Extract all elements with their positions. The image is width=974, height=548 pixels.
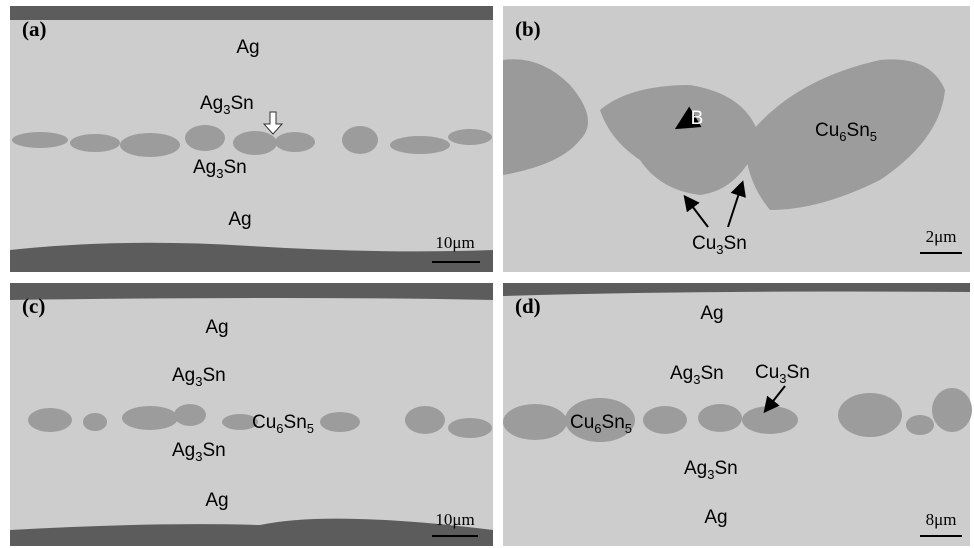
panel-d: (d) Ag Ag3Sn Cu3Sn Cu6Sn5 Ag3Sn Ag 8μm bbox=[503, 283, 972, 546]
text-part: Sn bbox=[724, 233, 747, 254]
text-part: B bbox=[691, 108, 704, 129]
text-part: 3 bbox=[195, 374, 202, 389]
text-part: Sn bbox=[847, 120, 870, 141]
text-part: Sn bbox=[602, 412, 625, 433]
text-part: Sn bbox=[714, 458, 737, 479]
text-part: Ag bbox=[228, 209, 251, 230]
annotation: Ag bbox=[236, 37, 259, 58]
annotation: Ag bbox=[205, 490, 228, 511]
panel-c: (c) Ag Ag3Sn Cu6Sn5 Ag3Sn Ag 10μm bbox=[10, 283, 493, 546]
text-part: Ag bbox=[193, 157, 216, 178]
text-part: 5 bbox=[870, 129, 877, 144]
text-part: 3 bbox=[716, 242, 723, 257]
text-part: Cu bbox=[755, 362, 779, 383]
annotation: Ag bbox=[205, 317, 228, 338]
scale-bar-label: 8μm bbox=[926, 510, 957, 529]
figure: (a) Ag Ag3Sn Ag3Sn Ag 10μm (b) B Cu6Sn5 … bbox=[0, 0, 974, 548]
text-part: 3 bbox=[223, 102, 230, 117]
text-part: Cu bbox=[570, 412, 594, 433]
annotation: Cu6Sn5 bbox=[252, 412, 314, 436]
dark-band bbox=[10, 6, 493, 20]
panel-a: (a) Ag Ag3Sn Ag3Sn Ag 10μm bbox=[10, 6, 493, 272]
text-part: 5 bbox=[625, 421, 632, 436]
annotation: Cu6Sn5 bbox=[815, 120, 877, 144]
text-part: Ag bbox=[670, 363, 693, 384]
text-part: Sn bbox=[700, 363, 723, 384]
text-part: Ag bbox=[205, 490, 228, 511]
page: {"panels": [ {"label": "(a)", "annotatio… bbox=[0, 0, 974, 548]
panel-label: (d) bbox=[515, 294, 541, 318]
text-part: Ag bbox=[236, 37, 259, 58]
annotation: Ag bbox=[228, 209, 251, 230]
text-part: 6 bbox=[276, 421, 283, 436]
panel-label: (c) bbox=[22, 294, 45, 318]
text-part: 3 bbox=[195, 449, 202, 464]
text-part: Sn bbox=[230, 93, 253, 114]
text-part: Ag bbox=[700, 303, 723, 324]
annotation: Ag bbox=[700, 303, 723, 324]
text-part: 5 bbox=[307, 421, 314, 436]
text-part: Ag bbox=[172, 365, 195, 386]
text-part: Cu bbox=[815, 120, 839, 141]
text-part: 6 bbox=[839, 129, 846, 144]
annotation: Ag bbox=[704, 507, 727, 528]
scale-bar-label: 10μm bbox=[435, 233, 474, 252]
text-part: Ag bbox=[704, 507, 727, 528]
text-part: Sn bbox=[202, 440, 225, 461]
text-part: Sn bbox=[223, 157, 246, 178]
text-part: Sn bbox=[787, 362, 810, 383]
text-part: 3 bbox=[693, 372, 700, 387]
text-part: 6 bbox=[594, 421, 601, 436]
text-part: Ag bbox=[172, 440, 195, 461]
text-part: Ag bbox=[200, 93, 223, 114]
text-part: 3 bbox=[216, 166, 223, 181]
annotation: B bbox=[691, 108, 704, 129]
scale-bar-label: 10μm bbox=[435, 510, 474, 529]
text-part: Cu bbox=[252, 412, 276, 433]
text-part: Ag bbox=[684, 458, 707, 479]
text-part: Cu bbox=[692, 233, 716, 254]
annotation: Cu6Sn5 bbox=[570, 412, 632, 436]
panel-b: (b) B Cu6Sn5 Cu3Sn 2μm bbox=[503, 6, 970, 272]
text-part: 3 bbox=[707, 467, 714, 482]
text-part: Sn bbox=[284, 412, 307, 433]
text-part: 3 bbox=[779, 371, 786, 386]
text-part: Sn bbox=[202, 365, 225, 386]
dark-band bbox=[10, 283, 493, 300]
text-part: Ag bbox=[205, 317, 228, 338]
scale-bar-label: 2μm bbox=[926, 227, 957, 246]
panel-label: (b) bbox=[515, 17, 541, 41]
panel-label: (a) bbox=[22, 17, 47, 41]
